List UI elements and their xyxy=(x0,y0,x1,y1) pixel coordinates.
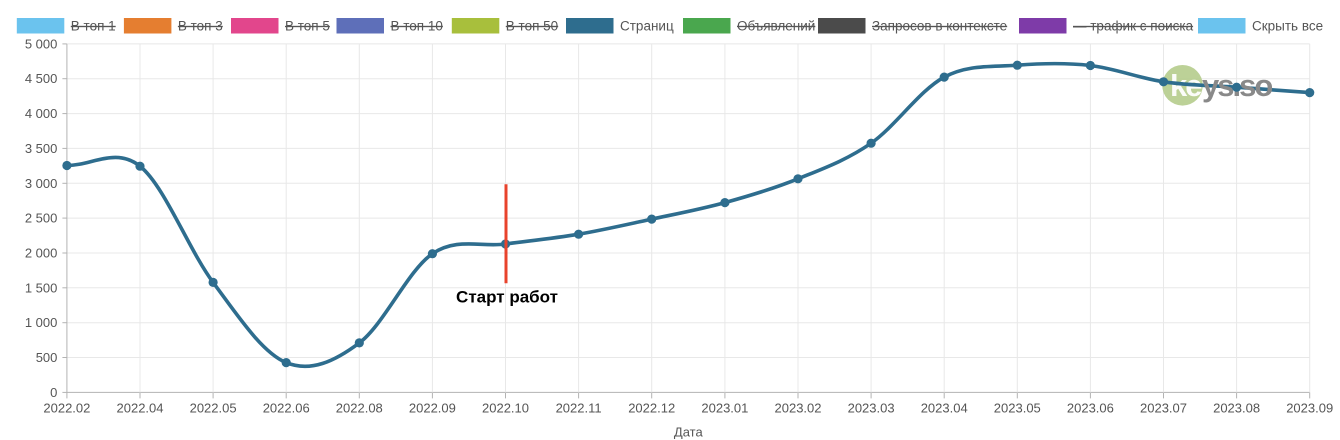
svg-text:1 000: 1 000 xyxy=(25,315,58,330)
svg-text:Запросов в контексте: Запросов в контексте xyxy=(872,19,1007,34)
svg-text:2022.02: 2022.02 xyxy=(43,401,90,416)
svg-text:— трафик с поиска: — трафик с поиска xyxy=(1073,19,1194,34)
svg-text:В топ 1: В топ 1 xyxy=(71,19,116,34)
svg-text:Скрыть все: Скрыть все xyxy=(1252,19,1323,34)
svg-text:Старт работ: Старт работ xyxy=(456,288,558,307)
svg-text:2023.06: 2023.06 xyxy=(1067,401,1114,416)
svg-text:2022.10: 2022.10 xyxy=(482,401,529,416)
svg-text:2023.05: 2023.05 xyxy=(994,401,1041,416)
svg-text:5 000: 5 000 xyxy=(25,36,58,51)
svg-text:2 500: 2 500 xyxy=(25,211,58,226)
svg-text:2022.12: 2022.12 xyxy=(628,401,675,416)
svg-text:2023.07: 2023.07 xyxy=(1140,401,1187,416)
svg-text:2023.01: 2023.01 xyxy=(701,401,748,416)
svg-text:2022.04: 2022.04 xyxy=(117,401,164,416)
svg-text:3 500: 3 500 xyxy=(25,141,58,156)
svg-text:0: 0 xyxy=(50,385,57,400)
svg-text:2023.08: 2023.08 xyxy=(1213,401,1260,416)
svg-text:В топ 10: В топ 10 xyxy=(391,19,443,34)
svg-text:4 500: 4 500 xyxy=(25,71,58,86)
svg-text:2022.09: 2022.09 xyxy=(409,401,456,416)
svg-text:В топ 3: В топ 3 xyxy=(178,19,223,34)
svg-text:Страниц: Страниц xyxy=(620,19,674,34)
svg-text:1 500: 1 500 xyxy=(25,280,58,295)
svg-text:2022.05: 2022.05 xyxy=(190,401,237,416)
svg-text:2023.02: 2023.02 xyxy=(775,401,822,416)
svg-text:3 000: 3 000 xyxy=(25,176,58,191)
svg-text:Объявлений: Объявлений xyxy=(737,19,815,34)
svg-text:В топ 5: В топ 5 xyxy=(285,19,330,34)
svg-text:2 000: 2 000 xyxy=(25,246,58,261)
svg-text:2022.08: 2022.08 xyxy=(336,401,383,416)
svg-text:2023.09: 2023.09 xyxy=(1286,401,1333,416)
svg-text:В топ 50: В топ 50 xyxy=(506,19,558,34)
svg-text:2023.03: 2023.03 xyxy=(848,401,895,416)
svg-text:2023.04: 2023.04 xyxy=(921,401,968,416)
svg-text:2022.06: 2022.06 xyxy=(263,401,310,416)
svg-text:500: 500 xyxy=(36,350,58,365)
svg-text:2022.11: 2022.11 xyxy=(556,401,602,416)
svg-text:4 000: 4 000 xyxy=(25,106,58,121)
svg-text:Дата: Дата xyxy=(674,425,704,440)
